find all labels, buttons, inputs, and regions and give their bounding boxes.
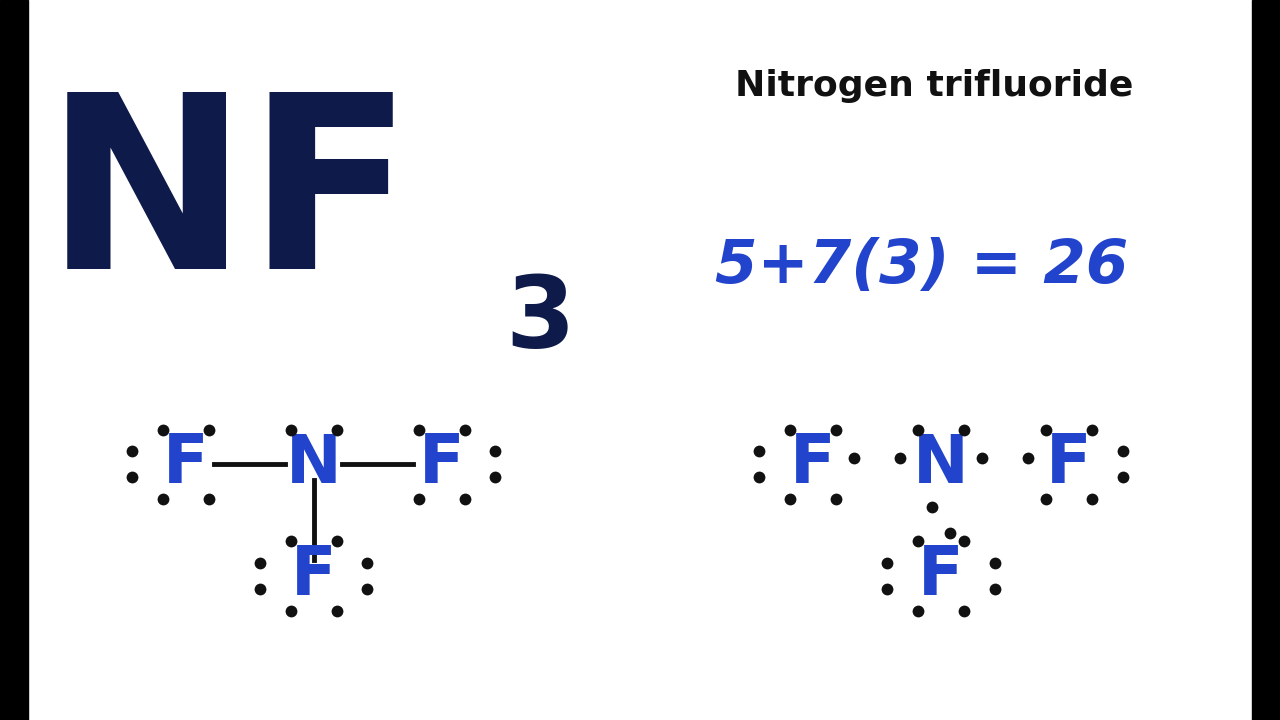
Text: N: N: [285, 431, 342, 498]
Text: F: F: [291, 543, 337, 609]
Text: Nitrogen trifluoride: Nitrogen trifluoride: [735, 69, 1134, 104]
Text: F: F: [163, 431, 209, 498]
Bar: [1252, 0, 1280, 720]
Bar: [0, 0, 28, 720]
Text: F: F: [918, 543, 964, 609]
Text: F: F: [419, 431, 465, 498]
Text: F: F: [1046, 431, 1092, 498]
Text: N: N: [913, 431, 969, 498]
Text: 3: 3: [506, 272, 575, 369]
Text: NF: NF: [45, 84, 413, 320]
Text: 5+7(3) = 26: 5+7(3) = 26: [716, 237, 1128, 296]
Text: F: F: [790, 431, 836, 498]
